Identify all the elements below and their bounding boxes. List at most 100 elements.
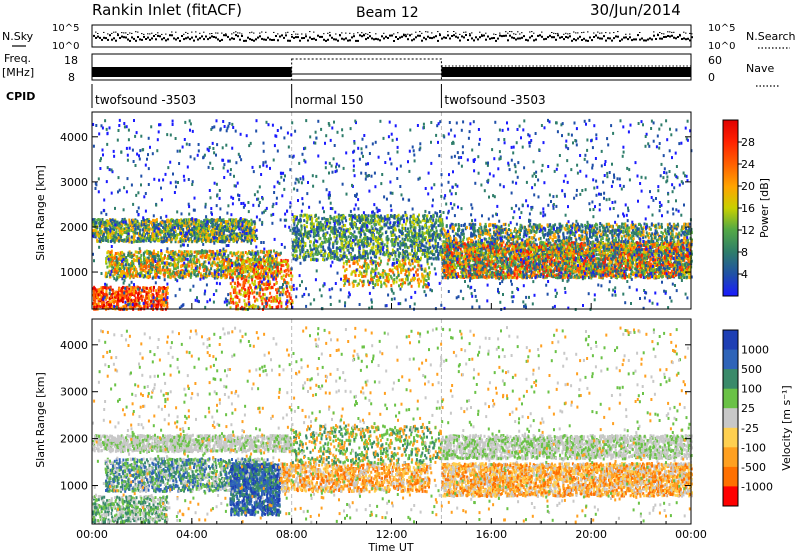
nsky-point (315, 39, 317, 41)
echo-cell (161, 236, 163, 239)
nsky-point (319, 36, 321, 38)
nsky-point (669, 36, 671, 38)
echo-cell (285, 292, 287, 295)
echo-cell (110, 295, 112, 298)
nsky-point (683, 37, 685, 39)
echo-cell (421, 227, 423, 230)
echo-cell (237, 304, 239, 307)
nsky-point (97, 36, 99, 38)
echo-cell (299, 255, 301, 258)
nsearch-point (191, 32, 193, 33)
nsky-point (645, 40, 647, 42)
nsky-point (627, 38, 629, 40)
echo-cell (232, 298, 234, 301)
echo-cell (123, 267, 125, 270)
nsearch-point (345, 33, 347, 34)
echo-cell (156, 294, 158, 297)
echo-cell (196, 255, 198, 258)
echo-cell (208, 227, 210, 230)
echo-cell (118, 287, 120, 290)
echo-cell (153, 289, 155, 292)
echo-cell (269, 286, 271, 289)
nsky-point (417, 35, 419, 37)
nsky-point (463, 36, 465, 38)
nsearch-point (437, 31, 439, 32)
echo-cell (244, 232, 246, 235)
nsky-point (371, 37, 373, 39)
echo-cell (289, 274, 291, 277)
echo-cell (122, 228, 124, 231)
echo-cell (332, 229, 334, 232)
echo-cell (256, 299, 258, 302)
nsearch-point (667, 31, 669, 32)
nsky-point (237, 35, 239, 37)
echo-cell (236, 240, 238, 243)
echo-cell (437, 242, 439, 245)
nsearch-point (583, 32, 585, 33)
echo-cell (183, 219, 185, 222)
nsky-point (579, 36, 581, 38)
echo-cell (93, 294, 95, 297)
nsky-point (343, 38, 345, 40)
echo-cell (186, 264, 188, 267)
nsearch-point (115, 32, 117, 33)
nsky-point (227, 36, 229, 38)
nsky-point (675, 37, 677, 39)
nsky-point (123, 36, 125, 38)
echo-cell (187, 250, 189, 253)
echo-cell (202, 232, 204, 235)
echo-cell (428, 226, 430, 229)
nsearch-point (415, 32, 417, 33)
echo-cell (283, 274, 285, 277)
nsky-point (395, 36, 397, 38)
nsearch-point (425, 31, 427, 32)
echo-cell (238, 233, 240, 236)
nsearch-point (593, 33, 595, 34)
echo-cell (168, 238, 170, 241)
nsearch-point (469, 33, 471, 34)
cpid-bar: twofsound -3503 normal 150 twofsound -3503 (92, 84, 546, 108)
nsky-point (109, 34, 111, 36)
echo-cell (153, 286, 155, 289)
nsky-point (335, 39, 337, 41)
echo-cell (208, 237, 210, 240)
nsky-point (685, 38, 687, 40)
echo-cell (131, 255, 133, 258)
nsearch-point (301, 34, 303, 35)
echo-cell (108, 222, 110, 225)
nsearch-point (507, 33, 509, 34)
echo-cell (220, 271, 222, 274)
echo-cell (117, 266, 119, 269)
echo-cell (196, 258, 198, 261)
echo-cell (292, 254, 294, 257)
echo-cell (299, 251, 301, 254)
echo-cell (153, 224, 155, 227)
nave-trace (292, 59, 442, 80)
nsearch-point (653, 31, 655, 32)
echo-cell (229, 223, 231, 226)
nsky-point (659, 38, 661, 40)
nsky-point (375, 38, 377, 40)
echo-cell (409, 221, 411, 224)
freq-unit: [MHz] (2, 66, 34, 79)
nsky-point (187, 37, 189, 39)
nsearch-point (215, 33, 217, 34)
nsky-point (543, 38, 545, 40)
echo-cell (134, 235, 136, 238)
nsky-point (623, 37, 625, 39)
nsky-point (527, 39, 529, 41)
nsky-point (409, 34, 411, 36)
nsky-point (393, 40, 395, 42)
nsearch-point (555, 33, 557, 34)
nsearch-point (147, 33, 149, 34)
echo-cell (118, 224, 120, 227)
nsky-point (575, 39, 577, 41)
freq-band (441, 67, 691, 77)
nsearch-point (659, 32, 661, 33)
echo-cell (233, 239, 235, 242)
echo-cell (199, 230, 201, 233)
echo-cell (186, 222, 188, 225)
nsky-point (249, 38, 251, 40)
nsky-point (583, 38, 585, 40)
echo-cell (280, 262, 282, 265)
